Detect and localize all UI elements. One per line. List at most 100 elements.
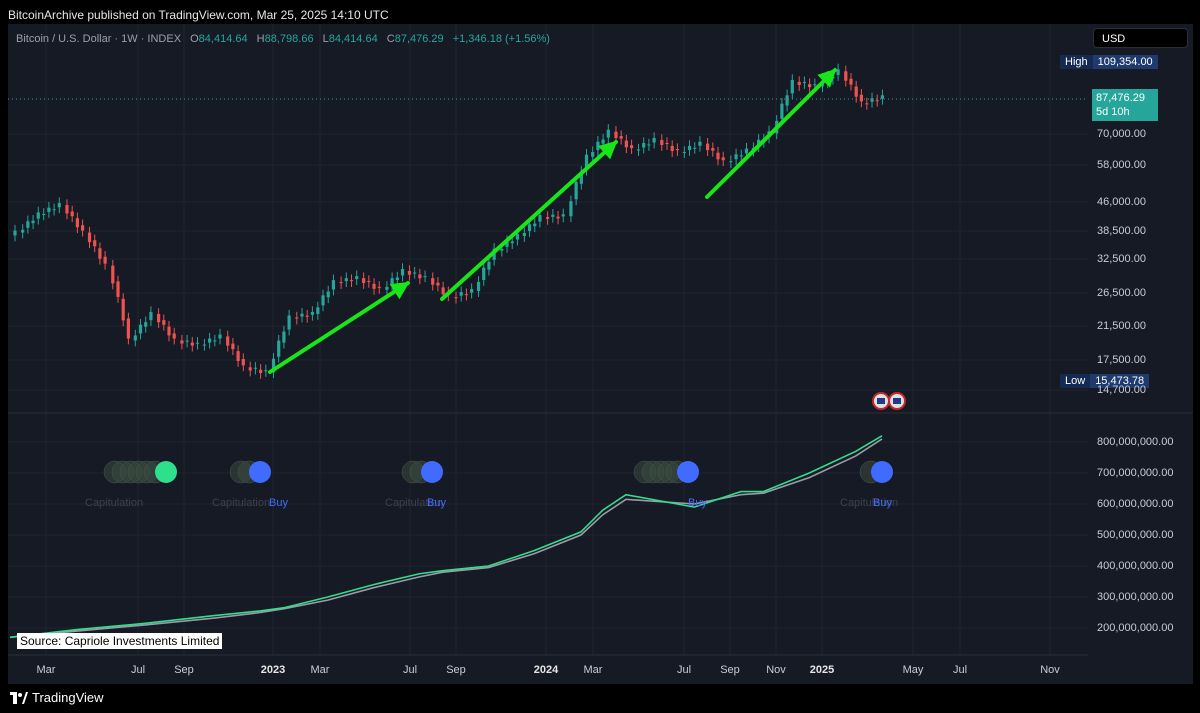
candle-body <box>305 315 309 317</box>
candle-body <box>172 333 176 339</box>
signal-buy-label: Buy <box>688 497 707 509</box>
candle-body <box>744 148 749 154</box>
price-tick: 26,500.00 <box>1097 287 1146 299</box>
candle-body <box>551 214 555 217</box>
candle-body <box>647 144 651 146</box>
high-tag: High 109,354.00 <box>1060 55 1158 69</box>
signal-dot <box>421 461 443 483</box>
indicator-tick: 500,000,000.00 <box>1097 529 1174 541</box>
candle-body <box>500 248 504 251</box>
candle-body <box>569 201 573 217</box>
candle-body <box>546 217 550 219</box>
time-tick: 2024 <box>533 664 559 676</box>
candle-body <box>287 315 291 330</box>
candle-body <box>757 139 761 147</box>
candle-body <box>231 343 235 350</box>
candle-body <box>629 145 634 149</box>
currency-selector[interactable]: USD <box>1093 28 1188 48</box>
time-tick: 2025 <box>809 664 835 676</box>
candle-body <box>527 224 532 232</box>
candle-body <box>277 340 281 357</box>
indicator-fast-line <box>9 435 883 639</box>
candle-body <box>133 335 137 341</box>
candle-body <box>849 78 853 85</box>
candle-body <box>556 216 560 219</box>
candle-body <box>739 155 743 157</box>
candle-body <box>533 223 537 227</box>
candle-body <box>510 241 514 244</box>
candle-body <box>52 209 56 211</box>
candle-body <box>596 141 600 151</box>
low-key: L <box>322 33 329 45</box>
candle-body <box>836 69 840 75</box>
indicator-slow-line <box>9 438 883 639</box>
candle-body <box>482 267 486 280</box>
price-tick: 46,000.00 <box>1097 196 1146 208</box>
time-tick: Sep <box>720 664 740 676</box>
time-tick: Jul <box>402 664 418 676</box>
indicator-tick: 200,000,000.00 <box>1097 622 1174 634</box>
candle-body <box>202 344 207 346</box>
candle-body <box>57 203 61 208</box>
candle-body <box>180 340 184 344</box>
candle-body <box>149 311 153 321</box>
price-tick: 32,500.00 <box>1097 253 1146 265</box>
candle-body <box>80 225 85 231</box>
tradingview-logo-icon <box>10 692 28 704</box>
ohlc-legend: Bitcoin / U.S. Dollar · 1W · INDEX O84,4… <box>16 33 550 45</box>
candle-body <box>698 141 702 146</box>
indicator-tick: 700,000,000.00 <box>1097 467 1174 479</box>
trend-arrow-head <box>598 140 618 160</box>
candle-body <box>300 313 304 317</box>
time-tick: Jul <box>952 664 968 676</box>
candle-body <box>98 248 102 259</box>
close-key: C <box>386 33 395 45</box>
last-price-tag: 87,476.29 5d 10h <box>1092 89 1158 121</box>
signal-dot <box>249 461 271 483</box>
high-tag-value: 109,354.00 <box>1097 56 1153 68</box>
candle-body <box>93 240 97 247</box>
tradingview-brand: TradingView <box>32 690 104 705</box>
flag-canton <box>893 398 901 404</box>
candle-body <box>36 212 40 219</box>
candle-body <box>208 338 212 343</box>
signal-capitulation-label: Capitulation <box>840 497 899 509</box>
candle-body <box>859 94 863 102</box>
candle-body <box>253 367 258 369</box>
signal-dot <box>871 461 893 483</box>
candle-body <box>875 100 879 102</box>
candle-body <box>42 213 46 215</box>
candle-body <box>601 139 605 144</box>
trend-arrow <box>268 281 410 374</box>
candle-body <box>377 286 381 288</box>
candle-body <box>271 358 276 373</box>
candle-body <box>70 211 74 217</box>
candle-body <box>813 84 817 86</box>
time-tick: Nov <box>766 664 786 676</box>
time-tick: 2023 <box>260 664 286 676</box>
bar-countdown: 5d 10h <box>1096 106 1130 118</box>
candle-body <box>706 143 710 151</box>
low-tag-value: 15,473.78 <box>1095 375 1145 387</box>
low-tag-label: Low <box>1060 374 1091 388</box>
candle-body <box>665 142 669 144</box>
candle-body <box>687 145 692 151</box>
indicator-tick: 300,000,000.00 <box>1097 591 1174 603</box>
candle-body <box>236 351 240 362</box>
candle-body <box>87 232 92 243</box>
candle-body <box>162 320 166 325</box>
open-key: O <box>190 33 199 45</box>
candle-body <box>121 298 125 321</box>
candle-body <box>331 280 336 290</box>
candle-body <box>407 270 412 275</box>
candle-body <box>282 331 286 343</box>
candle-body <box>339 282 343 284</box>
price-tick: 70,000.00 <box>1097 128 1146 140</box>
time-tick: Jul <box>676 664 692 676</box>
candle-body <box>21 229 25 233</box>
candle-body <box>390 278 394 285</box>
candle-body <box>190 342 194 346</box>
flag-canton <box>877 398 885 404</box>
candle-body <box>47 207 51 212</box>
